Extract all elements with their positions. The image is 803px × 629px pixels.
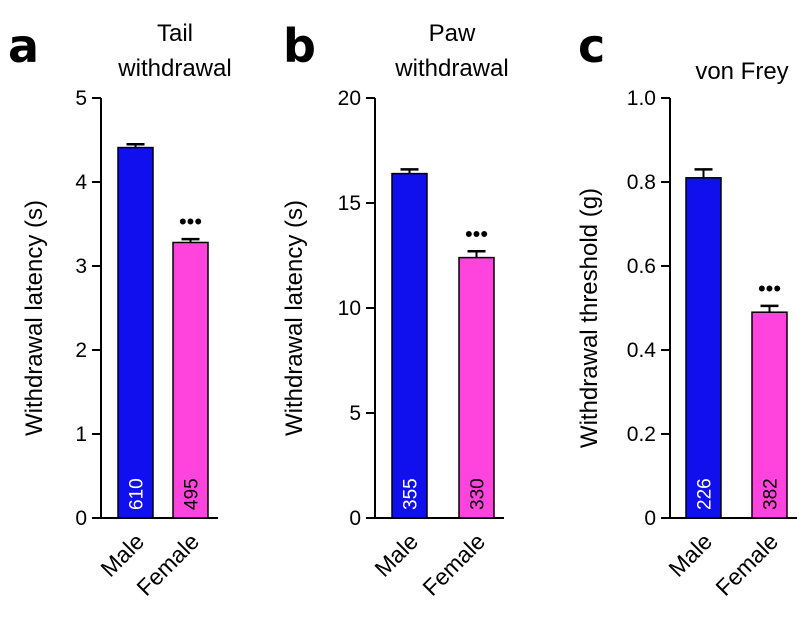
panel-b: b Paw withdrawal 0 5 10 15 20 Withdrawal latency… bbox=[281, 19, 509, 601]
n-label-male: 610 bbox=[127, 478, 148, 510]
n-label-female: 495 bbox=[182, 478, 203, 510]
panel-letter: b bbox=[283, 19, 316, 73]
category-label-female: Female bbox=[710, 528, 783, 601]
y-tick-label: 0.4 bbox=[627, 339, 657, 362]
bar-male bbox=[391, 172, 428, 519]
n-label-male: 355 bbox=[401, 478, 422, 510]
bar-female bbox=[172, 241, 209, 519]
n-label-female: 330 bbox=[468, 478, 489, 510]
significance-marker: ••• bbox=[465, 221, 488, 246]
category-label-male: Male bbox=[369, 528, 423, 582]
bar-male bbox=[117, 146, 154, 519]
category-label-female: Female bbox=[131, 528, 204, 601]
y-axis-label: Withdrawal latency (s) bbox=[21, 200, 48, 436]
y-tick-label: 0.8 bbox=[627, 171, 656, 194]
significance-marker: ••• bbox=[758, 276, 781, 301]
y-tick-label: 0.6 bbox=[627, 255, 656, 278]
panel-title-line: Paw bbox=[429, 20, 476, 47]
panel-title-line: withdrawal bbox=[394, 55, 508, 82]
y-tick-label: 20 bbox=[338, 87, 361, 110]
y-tick-label: 5 bbox=[349, 402, 361, 425]
panel-title-line: Tail bbox=[157, 20, 193, 47]
y-tick-label: 1.0 bbox=[627, 87, 656, 110]
panel-a: a Tail withdrawal 0 1 2 3 4 5 Withdrawal latency … bbox=[8, 19, 232, 601]
n-label-female: 382 bbox=[761, 478, 782, 510]
y-tick-label: 10 bbox=[338, 297, 361, 320]
y-tick-label: 2 bbox=[75, 339, 87, 362]
significance-marker: ••• bbox=[179, 209, 202, 234]
y-axis-label: Withdrawal latency (s) bbox=[281, 200, 308, 436]
y-tick-label: 1 bbox=[75, 423, 87, 446]
panel-title-line: von Frey bbox=[695, 58, 788, 85]
n-label-male: 226 bbox=[695, 478, 716, 510]
y-axis-label: Withdrawal threshold (g) bbox=[576, 188, 603, 448]
y-tick-label: 15 bbox=[338, 192, 361, 215]
y-tick-label: 0 bbox=[349, 507, 361, 530]
y-tick-label: 0 bbox=[75, 507, 87, 530]
category-label-female: Female bbox=[417, 528, 490, 601]
bar-female bbox=[458, 256, 495, 519]
y-tick-label: 5 bbox=[75, 87, 87, 110]
y-tick-label: 0 bbox=[644, 507, 656, 530]
y-tick-label: 0.2 bbox=[627, 423, 656, 446]
y-tick-label: 4 bbox=[75, 171, 87, 194]
category-label-male: Male bbox=[663, 528, 717, 582]
bar-female bbox=[751, 311, 788, 519]
panel-title-line: withdrawal bbox=[117, 55, 231, 82]
y-tick-label: 3 bbox=[75, 255, 87, 278]
panel-c: c von Frey 0 0.2 0.4 0.6 0.8 1.0 Withdrawal thre… bbox=[576, 19, 797, 601]
bar-male bbox=[685, 177, 722, 519]
panel-letter: a bbox=[8, 19, 39, 73]
panel-letter: c bbox=[578, 19, 605, 73]
